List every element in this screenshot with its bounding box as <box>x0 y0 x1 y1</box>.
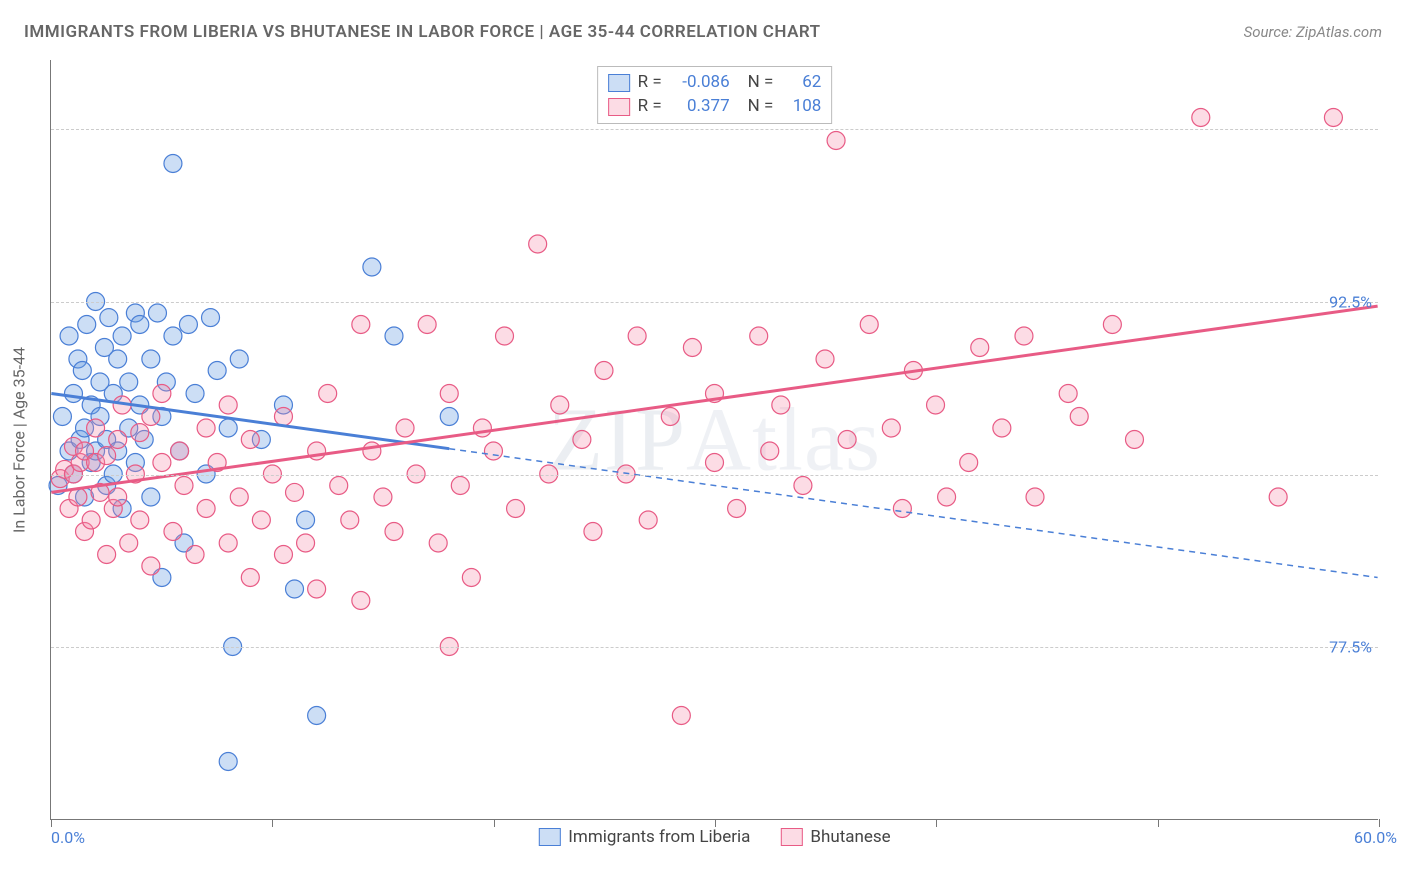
y-tick-label: 92.5% <box>1329 292 1372 311</box>
x-tick-label: 60.0% <box>1354 828 1397 847</box>
legend-n-label: N = <box>748 95 774 119</box>
legend-series: Immigrants from Liberia Bhutanese <box>538 827 890 847</box>
legend-r-value: 0.377 <box>670 95 730 119</box>
chart-title: IMMIGRANTS FROM LIBERIA VS BHUTANESE IN … <box>24 22 821 42</box>
grid-line <box>51 129 1378 130</box>
y-tick-label: 77.5% <box>1329 638 1372 657</box>
legend-swatch <box>608 98 630 116</box>
trend-line <box>51 306 1377 492</box>
x-tick <box>1379 819 1380 827</box>
source-attribution: Source: ZipAtlas.com <box>1244 23 1382 41</box>
legend-swatch <box>608 74 630 92</box>
x-tick <box>272 819 273 827</box>
legend-item: Immigrants from Liberia <box>538 827 750 847</box>
grid-line <box>51 302 1378 303</box>
grid-line <box>51 647 1378 648</box>
legend-r-value: -0.086 <box>670 71 730 95</box>
x-tick <box>715 819 716 827</box>
legend-row: R = -0.086 N = 62 <box>608 71 822 95</box>
y-axis-label: In Labor Force | Age 35-44 <box>10 346 29 532</box>
trend-line <box>51 394 449 449</box>
grid-line <box>51 475 1378 476</box>
legend-item-label: Bhutanese <box>810 827 890 847</box>
legend-correlation: R = -0.086 N = 62 R = 0.377 N = 108 <box>597 66 833 124</box>
legend-row: R = 0.377 N = 108 <box>608 95 822 119</box>
trend-line-dashed <box>449 449 1377 578</box>
title-bar: IMMIGRANTS FROM LIBERIA VS BHUTANESE IN … <box>24 22 1382 42</box>
legend-r-label: R = <box>638 95 662 119</box>
legend-n-value: 108 <box>781 95 821 119</box>
legend-n-value: 62 <box>781 71 821 95</box>
x-tick <box>936 819 937 827</box>
legend-n-label: N = <box>748 71 774 95</box>
x-tick <box>1158 819 1159 827</box>
legend-item: Bhutanese <box>780 827 890 847</box>
legend-item-label: Immigrants from Liberia <box>568 827 750 847</box>
legend-swatch <box>780 828 802 846</box>
legend-r-label: R = <box>638 71 662 95</box>
x-tick-label: 0.0% <box>51 828 85 847</box>
trend-svg <box>51 60 1378 819</box>
legend-swatch <box>538 828 560 846</box>
x-tick <box>494 819 495 827</box>
plot-area: In Labor Force | Age 35-44 ZIPAtlas R =-… <box>50 60 1378 820</box>
x-tick <box>51 819 52 827</box>
